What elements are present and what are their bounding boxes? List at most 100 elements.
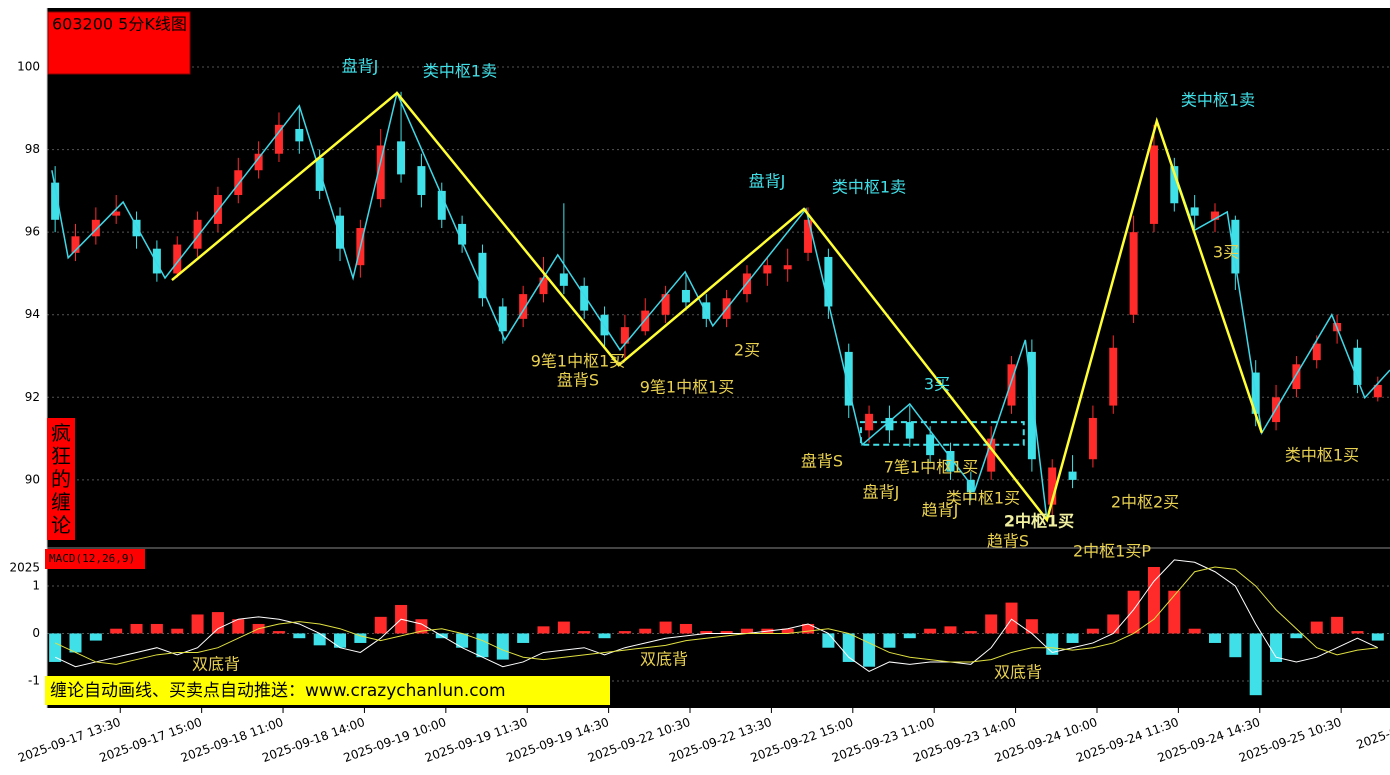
macd-bar bbox=[598, 633, 611, 639]
candle-body bbox=[1211, 211, 1220, 220]
candle-body bbox=[844, 351, 853, 406]
macd-bar bbox=[1025, 619, 1038, 634]
macd-bar bbox=[1229, 633, 1242, 658]
plot-background bbox=[47, 8, 1390, 708]
annotation: 盘背J bbox=[749, 172, 786, 191]
annotation: 趋背J bbox=[922, 501, 959, 520]
macd-bar bbox=[1005, 602, 1018, 634]
y-tick-label: 94 bbox=[25, 307, 40, 321]
candle-body bbox=[1190, 207, 1199, 216]
candle-body bbox=[1048, 467, 1057, 505]
candle-body bbox=[1129, 232, 1138, 315]
y-tick-label: 0 bbox=[32, 626, 40, 640]
macd-bar bbox=[232, 619, 245, 634]
macd-bar bbox=[740, 628, 753, 634]
macd-bar bbox=[700, 631, 713, 634]
macd-bar bbox=[1127, 590, 1140, 634]
candle-body bbox=[865, 413, 874, 431]
macd-line bbox=[54, 566, 1378, 665]
candle-body bbox=[1027, 351, 1036, 460]
candle-body bbox=[783, 265, 792, 270]
macd-bar bbox=[883, 633, 896, 648]
macd-bar bbox=[659, 621, 672, 634]
macd-bar bbox=[272, 631, 285, 634]
macd-bar bbox=[456, 633, 469, 648]
candle-body bbox=[91, 219, 100, 237]
candle-body bbox=[926, 434, 935, 456]
macd-bar bbox=[1310, 621, 1323, 634]
candle-body bbox=[620, 327, 629, 344]
candle-body bbox=[702, 302, 711, 319]
macd-bar bbox=[1168, 590, 1181, 634]
stroke-line bbox=[51, 90, 1390, 521]
annotation: 类中枢1卖 bbox=[423, 62, 497, 81]
candle-body bbox=[173, 244, 182, 274]
candle-body bbox=[946, 450, 955, 472]
macd-bar bbox=[822, 633, 835, 648]
macd-bar bbox=[211, 612, 224, 634]
macd-bar bbox=[903, 633, 916, 639]
macd-bar bbox=[781, 628, 794, 634]
macd-title: MACD(12,26,9) bbox=[49, 552, 135, 565]
annotation: 2中枢1买 bbox=[1004, 512, 1074, 531]
candle-body bbox=[478, 252, 487, 299]
annotation: 盘背S bbox=[557, 371, 599, 390]
y-tick-label: 92 bbox=[25, 390, 40, 404]
macd-bar bbox=[985, 614, 998, 634]
axis-note: 2025 bbox=[9, 561, 40, 575]
candle-body bbox=[152, 248, 161, 274]
candle-body bbox=[681, 289, 690, 303]
annotation: 盘背S bbox=[801, 452, 843, 471]
candle-body bbox=[661, 294, 670, 315]
annotation: 趋背S bbox=[987, 532, 1029, 551]
annotation: 双底背 bbox=[640, 650, 688, 669]
macd-bar bbox=[578, 631, 591, 634]
macd-bar bbox=[517, 633, 530, 643]
candle-body bbox=[1292, 364, 1301, 390]
annotation: 盘背J bbox=[342, 57, 379, 76]
macd-title-box bbox=[45, 549, 145, 569]
macd-bar bbox=[69, 633, 82, 653]
candle-body bbox=[193, 219, 202, 249]
candle-body bbox=[51, 182, 60, 220]
macd-bar bbox=[171, 628, 184, 634]
annotation: 双底背 bbox=[192, 655, 240, 674]
chart-title: 603200 5分K线图 bbox=[52, 15, 187, 34]
annotation: 类中枢1卖 bbox=[832, 178, 906, 197]
candle-body bbox=[763, 265, 772, 274]
annotation: 7笔1中枢1买 bbox=[884, 458, 979, 477]
candle-body bbox=[905, 422, 914, 439]
macd-bar bbox=[1209, 633, 1222, 643]
candle-body bbox=[234, 170, 243, 196]
y-tick-label: 90 bbox=[25, 472, 40, 486]
annotation: 9笔1中枢1买 bbox=[640, 378, 735, 397]
candle-body bbox=[417, 166, 426, 196]
macd-bar bbox=[1371, 633, 1384, 641]
macd-bar bbox=[293, 633, 306, 639]
macd-bar bbox=[1107, 614, 1120, 634]
candle-body bbox=[987, 438, 996, 472]
candle-body bbox=[437, 190, 446, 220]
macd-bar bbox=[496, 633, 509, 660]
macd-bar bbox=[150, 623, 163, 634]
annotation: 9笔1中枢1买 bbox=[531, 352, 626, 371]
annotation: 2中枢1买P bbox=[1073, 542, 1151, 561]
macd-bar bbox=[639, 628, 652, 634]
candle-body bbox=[1149, 145, 1158, 224]
macd-bar bbox=[863, 633, 876, 667]
macd-bar bbox=[618, 631, 631, 634]
side-label: 疯狂的缠论 bbox=[51, 421, 71, 537]
y-tick-label: -1 bbox=[28, 673, 40, 687]
macd-bar bbox=[374, 616, 387, 634]
candle-body bbox=[112, 211, 121, 216]
candle-body bbox=[580, 285, 589, 311]
y-tick-label: 98 bbox=[25, 142, 40, 156]
candle-body bbox=[824, 256, 833, 307]
y-tick-label: 96 bbox=[25, 225, 40, 239]
y-tick-label: 100 bbox=[17, 60, 40, 74]
candle-body bbox=[397, 141, 406, 175]
macd-bar bbox=[1086, 628, 1099, 634]
candle-body bbox=[498, 306, 507, 332]
macd-bar bbox=[49, 633, 62, 662]
candle-body bbox=[1373, 384, 1382, 398]
